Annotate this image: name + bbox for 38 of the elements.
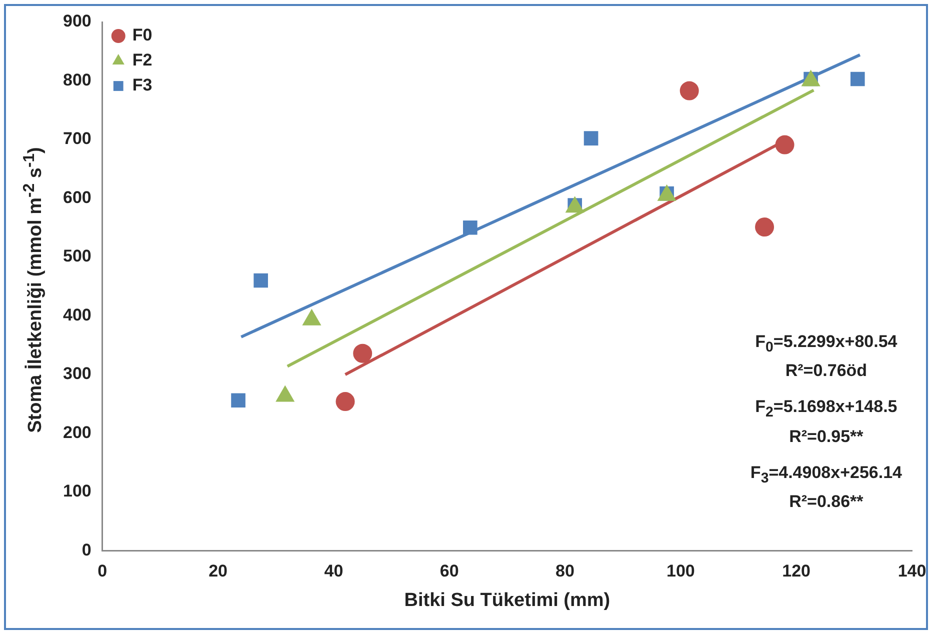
y-tick-label: 600	[62, 188, 92, 207]
point	[336, 392, 355, 412]
y-tick-label: 0	[82, 540, 92, 560]
x-tick-label: 60	[440, 562, 459, 581]
point	[231, 393, 246, 408]
point	[850, 72, 865, 86]
point	[755, 218, 774, 237]
annotation: R²=0.86**	[788, 491, 864, 514]
annotation: F$_{0}$=5.2299x+80.54	[754, 331, 898, 358]
x-axis-title: Bitki Su Tüketimi (mm)	[404, 590, 610, 611]
legend-label: F2	[132, 50, 152, 70]
x-tick-label: 120	[782, 562, 811, 581]
point	[775, 135, 794, 154]
y-tick-label: 900	[62, 12, 92, 31]
x-tick-label: 20	[208, 562, 228, 581]
x-tick-label: 0	[98, 562, 108, 581]
legend-label: F3	[132, 76, 152, 95]
x-tick-label: 80	[556, 562, 574, 581]
x-tick-label: 140	[898, 562, 926, 581]
point	[353, 344, 372, 363]
y-tick-label: 400	[62, 305, 92, 324]
point	[463, 220, 478, 235]
annotation: F$_{3}$=4.4908x+256.14	[750, 462, 902, 488]
annotation: R²=0.95**	[788, 426, 864, 448]
x-tick-label: 100	[666, 562, 695, 581]
y-tick-label: 800	[62, 70, 92, 90]
y-tick-label: 700	[62, 129, 92, 148]
y-tick-label: 500	[62, 246, 92, 266]
point	[584, 131, 598, 146]
y-tick-label: 300	[62, 364, 92, 384]
x-tick-label: 40	[324, 562, 344, 581]
annotation: R²=0.76öd	[784, 360, 868, 382]
y-tick-label: 200	[62, 422, 92, 442]
annotation: F$_{2}$=5.1698x+148.5	[754, 396, 898, 423]
point	[254, 273, 268, 288]
y-tick-label: 100	[62, 482, 92, 501]
point	[680, 81, 699, 100]
legend-label: F0	[132, 26, 152, 45]
